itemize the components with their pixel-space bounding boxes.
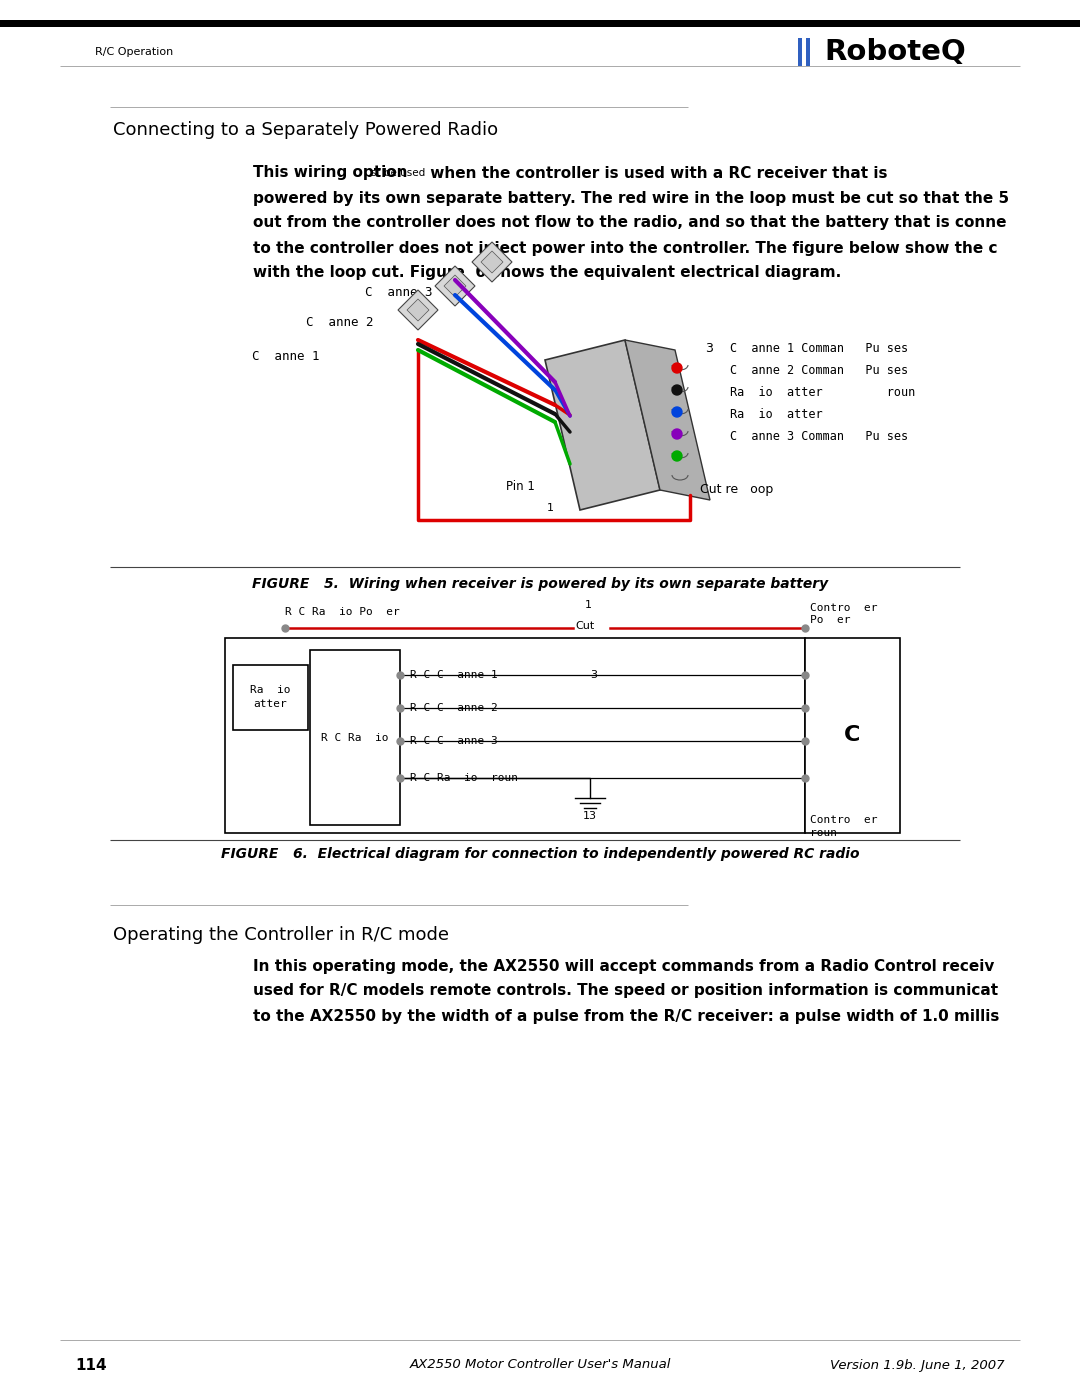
Text: powered by its own separate battery. The red wire in the loop must be cut so tha: powered by its own separate battery. The… <box>253 190 1009 205</box>
Bar <box>310 650 400 826</box>
Circle shape <box>672 363 681 373</box>
Text: R C C  anne 1: R C C anne 1 <box>410 671 498 680</box>
Text: Connecting to a Separately Powered Radio: Connecting to a Separately Powered Radio <box>113 122 498 138</box>
Text: R C Ra  io: R C Ra io <box>321 733 389 743</box>
Text: AX2550 Motor Controller User's Manual: AX2550 Motor Controller User's Manual <box>409 1358 671 1372</box>
Text: with the loop cut. Figure  6 shows the equivalent electrical diagram.: with the loop cut. Figure 6 shows the eq… <box>253 265 841 281</box>
Polygon shape <box>399 291 438 330</box>
Text: used for R/C models remote controls. The speed or position information is commun: used for R/C models remote controls. The… <box>253 983 998 999</box>
Circle shape <box>672 451 681 461</box>
Text: 13: 13 <box>583 812 597 821</box>
Text: roun: roun <box>810 828 837 838</box>
Polygon shape <box>407 299 429 321</box>
Circle shape <box>672 429 681 439</box>
Polygon shape <box>625 339 710 500</box>
Text: Contro  er: Contro er <box>810 604 877 613</box>
Bar <box>806 38 810 66</box>
Text: atter: atter <box>253 698 287 710</box>
Text: R C Ra  io  roun: R C Ra io roun <box>410 773 518 782</box>
Bar <box>233 665 308 731</box>
Polygon shape <box>444 275 465 298</box>
Text: C  anne 3 Comman   Pu ses: C anne 3 Comman Pu ses <box>730 429 908 443</box>
Text: This wiring option: This wiring option <box>253 165 407 180</box>
Text: FIGURE   6.  Electrical diagram for connection to independently powered RC radio: FIGURE 6. Electrical diagram for connect… <box>220 847 860 861</box>
Circle shape <box>672 407 681 416</box>
Text: C  anne 1 Comman   Pu ses: C anne 1 Comman Pu ses <box>730 341 908 355</box>
Polygon shape <box>435 265 475 306</box>
Text: Ra  io: Ra io <box>249 685 291 694</box>
Text: 114: 114 <box>75 1358 107 1372</box>
Text: Contro  er: Contro er <box>810 814 877 826</box>
Text: R/C Operation: R/C Operation <box>95 47 173 57</box>
Circle shape <box>672 386 681 395</box>
Bar <box>225 638 805 833</box>
Bar <box>0 20 1080 27</box>
Text: C  anne 2: C anne 2 <box>306 316 374 328</box>
Bar <box>798 38 802 66</box>
Text: Ra  io  atter         roun: Ra io atter roun <box>730 386 915 398</box>
Text: 3: 3 <box>590 671 597 680</box>
Text: RoboteQ: RoboteQ <box>824 38 966 66</box>
Polygon shape <box>481 251 503 272</box>
Text: st be used: st be used <box>372 168 426 177</box>
Text: out from the controller does not flow to the radio, and so that the battery that: out from the controller does not flow to… <box>253 215 1007 231</box>
Text: 1: 1 <box>584 599 592 610</box>
Text: when the controller is used with a RC receiver that is: when the controller is used with a RC re… <box>426 165 888 180</box>
Polygon shape <box>545 339 660 510</box>
Text: 1: 1 <box>546 503 554 513</box>
Text: Po  er: Po er <box>810 615 851 624</box>
Text: R C C  anne 3: R C C anne 3 <box>410 736 498 746</box>
Text: to the controller does not inject power into the controller. The figure below sh: to the controller does not inject power … <box>253 240 998 256</box>
Text: 3: 3 <box>705 341 713 355</box>
Text: FIGURE   5.  Wiring when receiver is powered by its own separate battery: FIGURE 5. Wiring when receiver is powere… <box>252 577 828 591</box>
Text: Pin 1: Pin 1 <box>507 481 535 493</box>
Text: Version 1.9b. June 1, 2007: Version 1.9b. June 1, 2007 <box>831 1358 1005 1372</box>
Text: to the AX2550 by the width of a pulse from the R/C receiver: a pulse width of 1.: to the AX2550 by the width of a pulse fr… <box>253 1009 999 1024</box>
Text: Cut re   oop: Cut re oop <box>700 483 773 496</box>
Text: R C C  anne 2: R C C anne 2 <box>410 703 498 712</box>
Bar <box>805 638 900 833</box>
Text: C  anne 1: C anne 1 <box>252 349 320 362</box>
Text: Cut: Cut <box>575 622 594 631</box>
Text: Operating the Controller in R/C mode: Operating the Controller in R/C mode <box>113 926 449 944</box>
Polygon shape <box>472 242 512 282</box>
Text: R C Ra  io Po  er: R C Ra io Po er <box>285 608 400 617</box>
Text: C: C <box>843 725 860 745</box>
Text: In this operating mode, the AX2550 will accept commands from a Radio Control rec: In this operating mode, the AX2550 will … <box>253 958 995 974</box>
Text: Ra  io  atter: Ra io atter <box>730 408 823 420</box>
Text: C  anne 3: C anne 3 <box>365 285 432 299</box>
Text: C  anne 2 Comman   Pu ses: C anne 2 Comman Pu ses <box>730 363 908 377</box>
